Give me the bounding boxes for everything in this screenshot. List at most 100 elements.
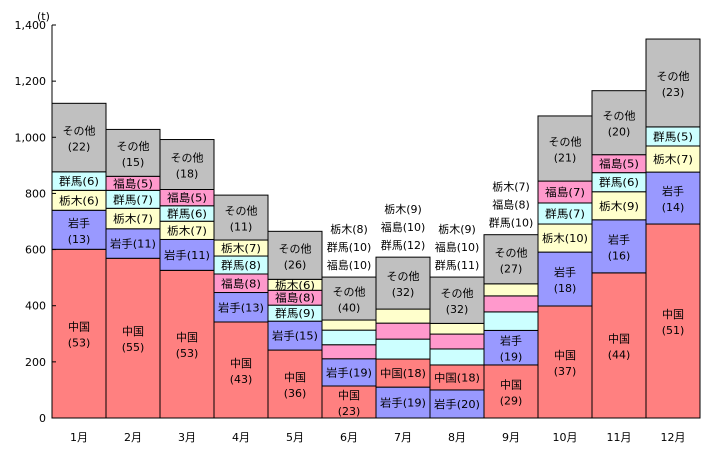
segment-value-label: (55) xyxy=(122,341,145,354)
segment-label: 岩手 xyxy=(68,216,90,230)
y-axis-unit: (t) xyxy=(37,10,50,23)
segment-label: 岩手 xyxy=(500,334,522,348)
bar-group-10: 中国 (37) 岩手 (18) 栃木(10) 群馬(7) 福島(7) その他 (21) 10月 xyxy=(537,115,593,444)
bar-segment xyxy=(429,364,485,391)
segment-value-label: (20) xyxy=(608,126,631,139)
bar-segment xyxy=(375,256,431,310)
bar-segment xyxy=(429,389,485,419)
x-tick-label: 12月 xyxy=(661,431,686,444)
bar-segment xyxy=(537,223,593,253)
x-tick-label: 7月 xyxy=(394,431,412,444)
bar-segment xyxy=(591,272,647,419)
bar-group-11: 中国 (44) 岩手 (16) 栃木(9) 群馬(6) 福島(5) その他 (20) 11月 xyxy=(591,90,647,444)
segment-label: 福島(5) xyxy=(113,176,153,190)
segment-label: 栃木(7) xyxy=(113,212,153,226)
x-tick-label: 4月 xyxy=(232,431,250,444)
outside-segment-label: 福島(10) xyxy=(327,258,372,272)
bar-group-12: 中国 (51) 岩手 (14) 栃木(7) 群馬(5) その他 (23) 12月 xyxy=(645,38,701,444)
segment-label: 中国 xyxy=(230,357,252,370)
segment-label: 福島(5) xyxy=(599,157,639,171)
y-tick-label: 600 xyxy=(25,244,46,257)
segment-label: 福島(8) xyxy=(275,291,315,305)
bar-segment xyxy=(645,171,701,225)
segment-value-label: (13) xyxy=(68,233,91,246)
segment-label: その他 xyxy=(333,286,366,299)
segment-label: 群馬(5) xyxy=(653,129,693,143)
bar-group-6: 中国 (23) 岩手(19) その他 (40) 栃木(8) 群馬(10) 福島(10) 6月 xyxy=(321,222,377,444)
segment-label: 中国 xyxy=(284,371,306,384)
segment-value-label: (14) xyxy=(662,201,685,214)
y-tick-label: 1,400 xyxy=(15,19,47,32)
segment-value-label: (51) xyxy=(662,324,685,337)
segment-value-label: (19) xyxy=(500,351,523,364)
segment-label: 中国(18) xyxy=(434,371,480,384)
segment-value-label: (32) xyxy=(392,286,415,299)
segment-label: 岩手(15) xyxy=(272,329,318,343)
segment-label: 栃木(7) xyxy=(167,223,207,237)
segment-label: 岩手(19) xyxy=(326,365,372,379)
segment-value-label: (40) xyxy=(338,302,361,315)
segment-label: 岩手(13) xyxy=(218,300,264,314)
segment-label: 中国 xyxy=(68,321,90,334)
segment-label: その他 xyxy=(63,125,96,138)
bar-segment xyxy=(429,333,485,350)
bars-layer: 中国(53)岩手(13)栃木(6)群馬(6)その他(22)1月中国(55)岩手(… xyxy=(51,38,701,444)
outside-segment-label: 栃木(9) xyxy=(438,222,476,236)
x-tick-label: 2月 xyxy=(124,431,142,444)
segment-label: 岩手 xyxy=(554,265,576,279)
segment-value-label: (44) xyxy=(608,348,631,361)
segment-value-label: (18) xyxy=(554,282,577,295)
bar-segment xyxy=(267,230,323,280)
segment-value-label: (53) xyxy=(68,337,91,350)
segment-label: その他 xyxy=(225,205,258,218)
bar-segment xyxy=(159,139,215,190)
segment-label: 岩手(11) xyxy=(164,248,210,262)
segment-label: 福島(8) xyxy=(221,276,261,290)
y-tick-label: 1,200 xyxy=(15,75,47,88)
bar-segment xyxy=(537,251,593,307)
segment-label: 中国 xyxy=(338,389,360,402)
bar-segment xyxy=(645,38,701,128)
segment-label: 栃木(7) xyxy=(221,241,261,255)
y-tick-label: 200 xyxy=(25,356,46,369)
segment-label: 群馬(7) xyxy=(113,192,153,206)
segment-label: 群馬(7) xyxy=(545,206,585,220)
outside-segment-label: 群馬(11) xyxy=(435,258,480,272)
bar-segment xyxy=(51,209,107,250)
bar-segment xyxy=(429,322,485,335)
segment-label: その他 xyxy=(603,110,636,123)
segment-label: 栃木(9) xyxy=(599,199,639,213)
segment-label: その他 xyxy=(441,287,474,300)
x-tick-label: 10月 xyxy=(553,431,578,444)
segment-label: その他 xyxy=(387,270,420,283)
bar-group-5: 中国 (36) 岩手(15) 群馬(9)福島(8)栃木(6) その他 (26) 5月 xyxy=(267,230,323,444)
segment-label: 群馬(6) xyxy=(59,174,99,188)
segment-label: その他 xyxy=(495,246,528,259)
segment-label: 中国 xyxy=(176,331,198,344)
segment-value-label: (27) xyxy=(500,262,523,275)
segment-label: 岩手(20) xyxy=(434,397,480,411)
bar-segment xyxy=(213,321,269,419)
outside-segment-label: 群馬(10) xyxy=(327,240,372,254)
segment-label: その他 xyxy=(279,242,312,255)
segment-value-label: (36) xyxy=(284,387,307,400)
segment-value-label: (37) xyxy=(554,365,577,378)
bar-segment xyxy=(375,308,431,324)
segment-label: 福島(5) xyxy=(167,191,207,205)
bar-segment xyxy=(321,344,377,360)
bar-segment xyxy=(591,191,647,221)
segment-label: 中国 xyxy=(662,308,684,321)
bar-segment xyxy=(591,219,647,274)
bar-group-4: 中国 (43) 岩手(13) 福島(8) 群馬(8) 栃木(7) その他 (11) 4月 xyxy=(213,194,269,444)
bar-segment xyxy=(375,338,431,360)
outside-segment-label: 福島(10) xyxy=(381,220,426,234)
segment-label: 中国 xyxy=(554,349,576,362)
bar-segment xyxy=(321,319,377,331)
segment-value-label: (32) xyxy=(446,303,469,316)
bar-segment xyxy=(213,194,269,241)
segment-label: その他 xyxy=(171,152,204,165)
segment-label: 中国(18) xyxy=(380,367,426,380)
segment-label: その他 xyxy=(657,70,690,83)
x-tick-label: 11月 xyxy=(607,431,632,444)
